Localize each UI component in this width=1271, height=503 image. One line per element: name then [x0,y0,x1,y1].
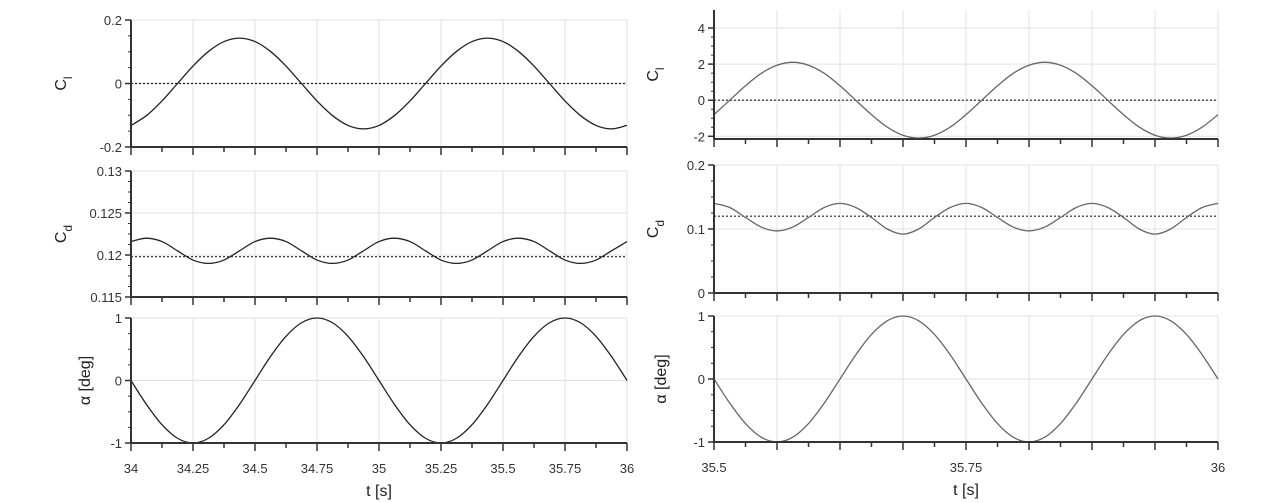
y-tick-label: 2 [698,57,705,72]
panel-left-top: 0.2 0 -0.2 Cl [53,13,628,155]
y-tick-label: 0.12 [97,248,122,263]
series-line [130,237,628,265]
series-line [130,317,628,444]
x-tick-label: 36 [620,461,634,476]
x-tick-label: 35.25 [425,461,458,476]
series-line [713,315,1219,443]
series-line [713,202,1219,235]
y-axis-title-main: C [53,232,70,244]
series-line [130,37,628,130]
y-tick-label: 0.13 [97,164,122,179]
series-line [713,61,1219,139]
y-axis-title: Cd [645,220,667,238]
y-tick-label: 1 [698,309,705,324]
y-tick-label: 1 [115,311,122,326]
y-tick-label: 0.125 [89,206,122,221]
y-tick-label: 0 [115,374,122,389]
y-axis-title: Cl [645,67,667,81]
y-axis-title: α [deg] [77,356,94,405]
y-axis-title-main: C [645,227,662,239]
y-tick-label: -1 [110,436,122,451]
y-tick-label: 0 [698,286,705,301]
y-tick-label: 0 [698,372,705,387]
x-tick-label: 34.25 [177,461,210,476]
y-tick-label: -0.2 [100,140,122,155]
x-tick-label: 35.75 [950,460,983,475]
x-tick-label: 36 [1211,460,1225,475]
panel-left-middle: 0.13 0.125 0.12 0.115 Cd [53,164,628,305]
y-axis-title-subscript: l [653,67,667,70]
panel-left-bottom: 1 0 -134 34.25 34.5 34.75 35 35.25 35.5 35.75 36 t … [77,311,634,500]
y-tick-label: 0 [115,77,122,92]
y-axis-title-main: α [deg] [77,356,94,405]
y-axis-title-main: C [645,70,662,82]
x-axis-title: t [s] [366,483,392,500]
y-tick-label: 0.1 [687,222,705,237]
y-axis-title-subscript: l [61,76,75,79]
panel-right-bottom: 1 0 -1 35.5 35.75 36 t [s] α [deg] [653,309,1225,499]
x-tick-label: 35.75 [549,461,582,476]
panel-right-top: 4 2 0 -2 Cl [645,10,1219,147]
x-tick-label: 35.5 [490,461,515,476]
y-axis-title-main: C [53,79,70,91]
y-axis-title: Cl [53,76,75,90]
x-tick-label: 34.5 [242,461,267,476]
y-axis-title-subscript: d [653,220,667,227]
y-tick-label: 0 [698,93,705,108]
x-tick-label: 34.75 [301,461,334,476]
y-axis-title-subscript: d [61,225,75,232]
y-tick-label: 0.2 [687,158,705,173]
panel-right-middle: 0.2 0.1 0 Cd [645,158,1219,301]
y-tick-label: 0.115 [90,290,122,305]
x-tick-label: 34 [124,461,138,476]
y-tick-label: -1 [693,435,705,450]
x-tick-label: 35 [372,461,386,476]
x-tick-label: 35.5 [701,460,726,475]
y-tick-label: 0.2 [104,13,122,28]
y-axis-title-main: α [deg] [653,354,670,403]
y-tick-label: -2 [693,129,705,144]
y-axis-title: Cd [53,225,75,243]
y-tick-label: 4 [698,21,705,36]
y-axis-title: α [deg] [653,354,670,403]
x-axis-title: t [s] [953,482,979,499]
